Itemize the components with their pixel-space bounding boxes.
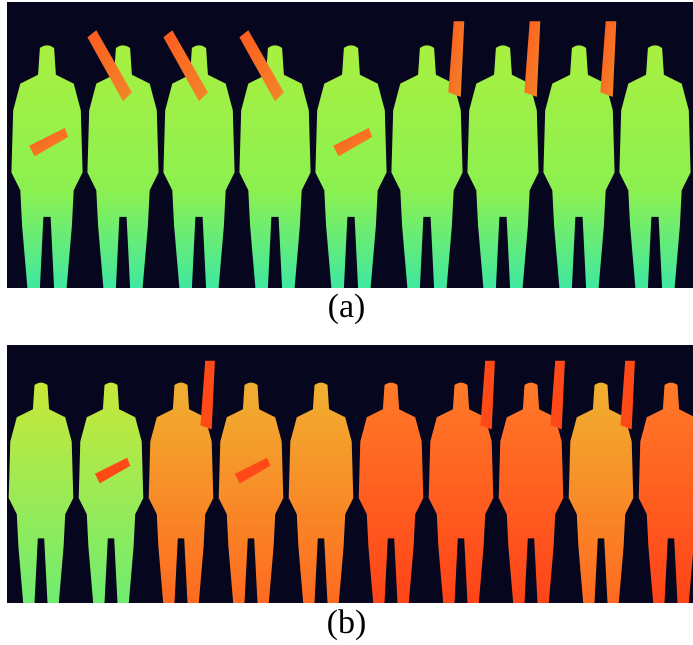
raised-arm bbox=[163, 30, 208, 102]
raised-arm bbox=[480, 360, 495, 430]
person-silhouette bbox=[619, 45, 691, 288]
person-silhouette bbox=[358, 382, 424, 603]
depth-panel-a bbox=[7, 2, 693, 288]
raised-arm bbox=[550, 360, 565, 430]
person-silhouette bbox=[87, 45, 159, 288]
raised-arm bbox=[87, 30, 132, 102]
person-silhouette bbox=[11, 45, 83, 288]
caption-a: (a) bbox=[327, 288, 366, 325]
raised-arm bbox=[448, 21, 465, 97]
depth-silhouettes-b-icon bbox=[8, 360, 693, 603]
person-silhouette bbox=[498, 382, 564, 603]
person-silhouette bbox=[543, 45, 615, 288]
person-silhouette bbox=[148, 382, 214, 603]
person-silhouette bbox=[239, 45, 311, 288]
depth-silhouettes-a-icon bbox=[11, 21, 691, 288]
person-silhouette bbox=[638, 382, 693, 603]
raised-arm bbox=[600, 21, 617, 97]
person-silhouette bbox=[218, 382, 284, 603]
person-silhouette bbox=[568, 382, 634, 603]
raised-arm bbox=[333, 128, 373, 157]
raised-arm bbox=[94, 457, 131, 484]
depth-panel-b bbox=[7, 345, 693, 603]
caption-b: (b) bbox=[326, 604, 367, 641]
person-silhouette bbox=[428, 382, 494, 603]
raised-arm bbox=[200, 360, 215, 430]
person-silhouette bbox=[467, 45, 539, 288]
person-silhouette bbox=[315, 45, 387, 288]
raised-arm bbox=[29, 128, 69, 157]
person-silhouette bbox=[163, 45, 235, 288]
person-silhouette bbox=[78, 382, 144, 603]
person-silhouette bbox=[391, 45, 463, 288]
raised-arm bbox=[234, 457, 271, 484]
raised-arm bbox=[239, 30, 284, 102]
raised-arm bbox=[524, 21, 541, 97]
person-silhouette bbox=[288, 382, 354, 603]
person-silhouette bbox=[8, 382, 74, 603]
raised-arm bbox=[620, 360, 635, 430]
